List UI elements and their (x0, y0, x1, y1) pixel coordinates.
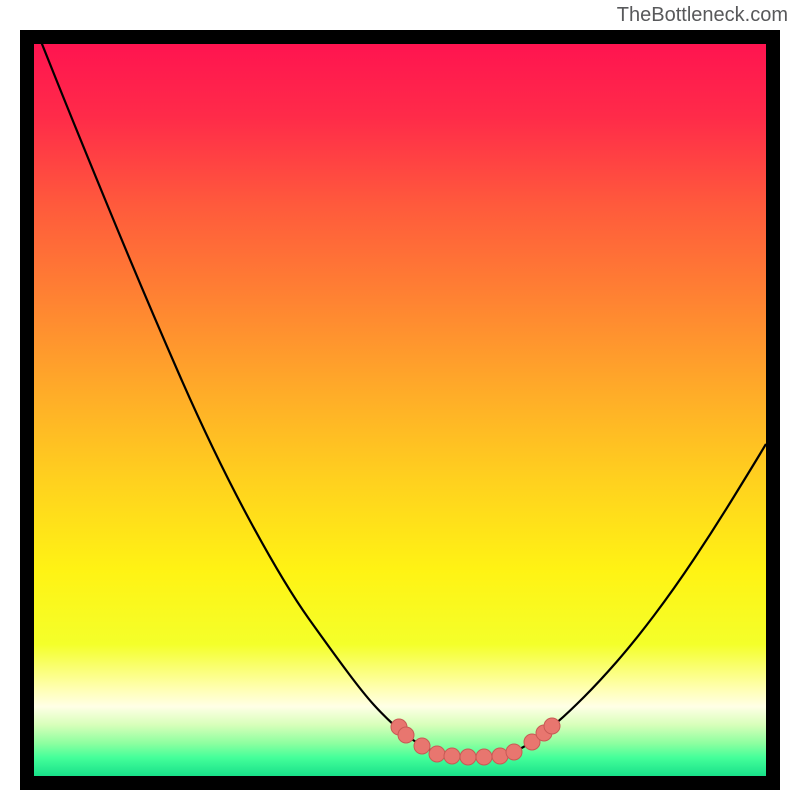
curve-marker (506, 744, 522, 760)
curve-layer (34, 44, 766, 776)
chart-frame (20, 30, 780, 790)
curve-marker (544, 718, 560, 734)
watermark-text: TheBottleneck.com (617, 4, 788, 27)
curve-marker (398, 727, 414, 743)
curve-marker (460, 749, 476, 765)
curve-marker (492, 748, 508, 764)
curve-markers (391, 718, 560, 765)
curve-marker (414, 738, 430, 754)
curve-marker (429, 746, 445, 762)
bottleneck-curve (34, 44, 766, 756)
plot-area (34, 44, 766, 776)
curve-marker (444, 748, 460, 764)
curve-marker (476, 749, 492, 765)
